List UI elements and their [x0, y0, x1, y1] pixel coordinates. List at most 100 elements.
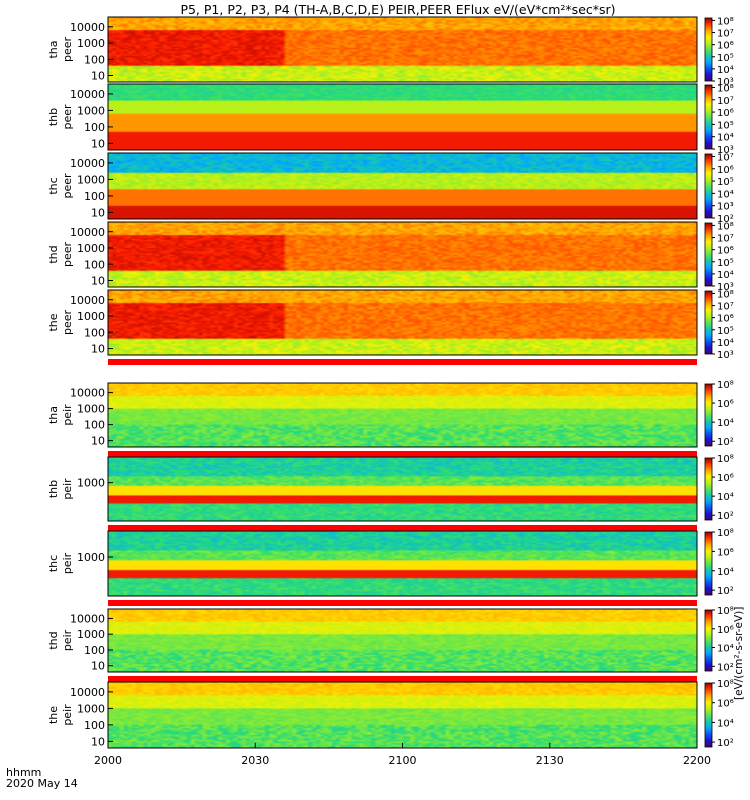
y-label-probe: tha: [47, 40, 60, 58]
y-tick-label: 10: [91, 137, 105, 150]
colorbar-tick-label: 10⁴: [717, 644, 734, 655]
colorbar-tick-label: 10⁸: [717, 16, 734, 27]
y-label-kind: peer: [61, 173, 74, 199]
spectrogram-thd-peir: [108, 609, 697, 672]
colorbar-tick-label: 10⁴: [717, 418, 734, 429]
colorbar-tick-label: 10⁶: [717, 699, 734, 710]
y-tick-label: 100: [84, 53, 105, 66]
gap-stripe: [108, 600, 697, 606]
y-label-kind: peir: [61, 478, 74, 500]
colorbar-tick-label: 10⁴: [717, 718, 734, 729]
panel-frame: [107, 221, 698, 288]
colorbar-label: [eV/(cm²-s-sr-eV)]: [733, 607, 745, 700]
colorbar-tick-label: 10⁷: [717, 96, 734, 107]
spectrogram-thd-peer: [108, 222, 697, 287]
y-label-kind: peir: [61, 552, 74, 574]
colorbar-tick-label: 10⁶: [717, 165, 734, 176]
colorbar-tick-label: 10⁶: [717, 41, 734, 52]
x-tick-label: 2030: [241, 754, 269, 767]
colorbar-tick-label: 10⁴: [717, 492, 734, 503]
spectrogram-thc-peer: [108, 153, 697, 219]
colorbar-tick-label: 10⁵: [717, 258, 734, 269]
panel-thc-peir: 1000 thc peir 10⁸ 10⁶ 10⁴ 10²: [47, 528, 734, 606]
spectrogram-tha-peir: [108, 383, 697, 447]
colorbar: [704, 290, 713, 355]
colorbar-tick-label: 10²: [717, 738, 734, 749]
colorbar-tick-label: 10²: [717, 511, 734, 522]
colorbar-tick-label: 10⁶: [717, 473, 734, 484]
panel-the-peir: 10 100 1000 10000 the peir 10⁸ 10⁶ 10⁴ 10²: [47, 679, 734, 749]
panel-frame: [107, 152, 698, 220]
panel-frame: [107, 530, 698, 597]
colorbar-tick-label: 10⁵: [717, 177, 734, 188]
colorbar-tick-label: 10²: [717, 662, 734, 673]
gap-stripe: [108, 525, 697, 531]
y-tick-label: 100: [84, 644, 105, 657]
y-tick-label: 100: [84, 419, 105, 432]
y-tick-label: 100: [84, 190, 105, 203]
colorbar-tick-label: 10⁷: [717, 29, 734, 40]
colorbar-tick-label: 10⁴: [717, 65, 734, 76]
y-tick-label: 10000: [70, 21, 105, 34]
y-label-kind: peer: [61, 37, 74, 63]
colorbar-tick-label: 10⁴: [717, 567, 734, 578]
gap-stripe: [108, 676, 697, 682]
y-tick-label: 10: [91, 70, 105, 83]
colorbar-tick-label: 10⁸: [717, 454, 734, 465]
y-tick-label: 10000: [70, 226, 105, 239]
colorbar-tick-label: 10⁴: [717, 189, 734, 200]
y-tick-label: 1000: [77, 551, 105, 564]
x-tick-label: 2100: [389, 754, 417, 767]
panel-thd-peir: 10 100 1000 10000 thd peir 10⁸ 10⁶ 10⁴ 10²: [47, 606, 734, 682]
y-label-probe: thb: [47, 108, 60, 126]
y-tick-label: 10: [91, 735, 105, 748]
colorbar-tick-label: 10²: [717, 586, 734, 597]
colorbar-tick-label: 10⁷: [717, 234, 734, 245]
panel-frame: [107, 608, 698, 673]
y-tick-label: 1000: [77, 104, 105, 117]
colorbar-tick-label: 10⁸: [717, 606, 734, 617]
colorbar-tick-label: 10⁶: [717, 314, 734, 325]
colorbar-tick-label: 10⁶: [717, 547, 734, 558]
x-axis-label-date: 2020 May 14: [6, 777, 78, 790]
colorbar: [704, 222, 713, 287]
y-tick-label: 10000: [70, 387, 105, 400]
y-label-kind: peir: [61, 404, 74, 426]
colorbar-tick-label: 10⁸: [717, 83, 734, 94]
y-tick-label: 100: [84, 121, 105, 134]
y-tick-label: 10000: [70, 686, 105, 699]
y-tick-label: 10: [91, 660, 105, 673]
colorbar-tick-label: 10⁴: [717, 270, 734, 281]
y-label-probe: the: [47, 706, 60, 724]
colorbar-tick-label: 10³: [717, 145, 734, 156]
y-tick-label: 1000: [77, 37, 105, 50]
y-tick-label: 10000: [70, 157, 105, 170]
spectrogram-thb-peer: [108, 84, 697, 150]
gap-stripe: [108, 359, 697, 365]
colorbar-tick-label: 10⁵: [717, 326, 734, 337]
panel-frame: [107, 16, 698, 83]
colorbar-tick-label: 10⁶: [717, 625, 734, 636]
panel-tha-peir: 10 100 1000 10000 tha peir 10⁸ 10⁶ 10⁴ 10²: [47, 380, 734, 457]
y-label-kind: peer: [61, 310, 74, 336]
x-axis-label-hhmm: hhmm: [6, 766, 41, 779]
y-tick-label: 10: [91, 435, 105, 448]
colorbar-tick-label: 10⁴: [717, 338, 734, 349]
y-tick-label: 10000: [70, 612, 105, 625]
y-label-probe: the: [47, 313, 60, 331]
spectrogram-tha-peer: [108, 17, 697, 82]
y-tick-label: 10: [91, 275, 105, 288]
colorbar: [704, 153, 713, 219]
colorbar: [704, 531, 713, 596]
colorbar-tick-label: 10⁸: [717, 380, 734, 391]
y-tick-label: 1000: [77, 242, 105, 255]
y-label-probe: thd: [47, 245, 60, 263]
y-label-probe: thc: [47, 177, 60, 194]
y-tick-label: 1000: [77, 403, 105, 416]
y-label-kind: peir: [61, 704, 74, 726]
y-label-kind: peir: [61, 629, 74, 651]
y-tick-label: 100: [84, 326, 105, 339]
y-tick-label: 10: [91, 206, 105, 219]
